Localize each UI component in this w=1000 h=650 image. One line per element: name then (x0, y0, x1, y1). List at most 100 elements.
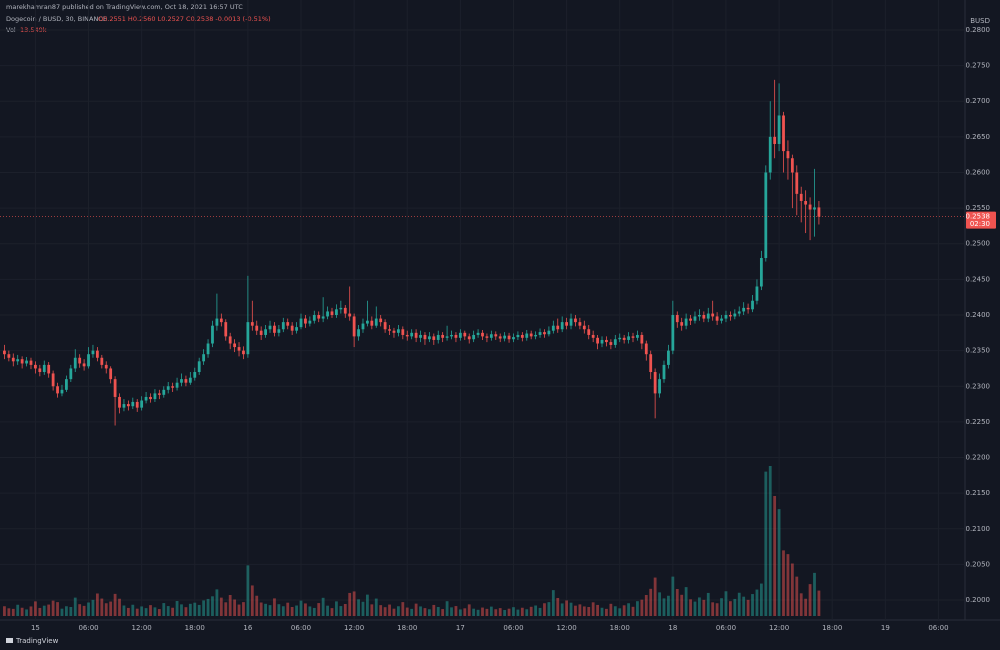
volume-bar (82, 605, 86, 616)
volume-bar (574, 605, 577, 616)
y-tick-label: 0.2100 (966, 525, 991, 533)
candle-body (746, 307, 750, 310)
volume-bar (720, 598, 723, 616)
volume-bar (352, 591, 356, 616)
candle-body (795, 172, 799, 194)
candle-body (737, 311, 741, 314)
candle-body (162, 389, 166, 395)
candle-body (264, 329, 267, 335)
candle-body (627, 336, 630, 340)
x-tick-label: 06:00 (291, 624, 311, 632)
volume-bar (764, 471, 768, 616)
candle-body (366, 320, 369, 324)
candle-body (768, 136, 772, 173)
candle-body (308, 320, 312, 324)
x-tick-label: 19 (881, 624, 890, 632)
candle-body (680, 322, 684, 326)
volume-bar (410, 608, 414, 616)
candle-body (698, 315, 701, 317)
candle-body (78, 357, 82, 364)
volume-bar (609, 603, 613, 616)
volume-bar (335, 601, 338, 616)
candle-body (706, 313, 710, 319)
candle-body (153, 393, 157, 400)
candle-body (135, 401, 139, 408)
volume-bar (702, 599, 706, 616)
candle-body (423, 334, 427, 340)
volume-bar (711, 602, 715, 616)
volume-bar (374, 598, 378, 616)
x-tick-label: 12:00 (769, 624, 789, 632)
candle-body (751, 300, 754, 310)
volume-bar (38, 607, 42, 616)
candle-body (193, 372, 197, 378)
candle-body (658, 379, 661, 394)
volume-bar (47, 604, 51, 616)
candle-body (644, 343, 648, 355)
volume-bar (242, 602, 245, 616)
volume-bar (370, 604, 374, 616)
volume-bar (95, 593, 99, 616)
volume-bar (188, 603, 192, 616)
volume-bar (202, 600, 206, 616)
candle-body (489, 334, 493, 338)
volume-bar (109, 601, 113, 616)
candle-body (551, 325, 555, 331)
candle-body (215, 318, 219, 326)
volume-bar (206, 598, 210, 616)
x-tick-label: 06:00 (928, 624, 948, 632)
candle-body (653, 372, 657, 394)
volume-bar (401, 602, 405, 616)
volume-bar (211, 596, 214, 616)
volume-bar (427, 609, 431, 616)
volume-bar (733, 598, 737, 616)
volume-bar (463, 608, 467, 616)
volume-bar (175, 601, 179, 616)
candle-body (197, 361, 201, 373)
volume-bar (489, 606, 493, 616)
candle-body (321, 316, 325, 319)
volume-bar (795, 576, 799, 616)
candle-body (410, 332, 414, 337)
candle-body (547, 330, 551, 335)
candle-body (20, 359, 24, 364)
volume-bar (813, 572, 816, 616)
volume-bar (432, 604, 436, 616)
candle-body (171, 386, 175, 388)
candle-body (268, 325, 272, 330)
volume-bar (808, 584, 812, 616)
last-price-badge (966, 211, 996, 229)
candle-body (149, 396, 152, 400)
x-tick-label: 17 (456, 624, 465, 632)
volume-bar (534, 605, 538, 616)
countdown: 02:30 (970, 220, 990, 228)
volume-bar (414, 603, 418, 616)
candle-body (507, 335, 511, 340)
candle-body (419, 334, 422, 338)
candle-body (485, 336, 489, 338)
candle-body (51, 373, 55, 387)
candle-body (219, 318, 223, 323)
volume-bar (126, 607, 130, 616)
candle-body (25, 360, 28, 364)
candle-body (95, 350, 99, 358)
candle-body (494, 334, 498, 337)
y-tick-label: 0.2250 (966, 418, 991, 426)
volume-bar (91, 599, 95, 616)
candle-body (574, 318, 577, 323)
volume-bar (693, 601, 697, 616)
candle-body (596, 337, 599, 344)
volume-bar (16, 604, 20, 616)
volume-bar (29, 606, 33, 616)
candle-body (339, 307, 343, 310)
x-tick-label: 06:00 (716, 624, 736, 632)
volume-bar (596, 604, 599, 616)
candle-body (383, 322, 387, 330)
candle-body (605, 339, 608, 343)
x-tick-label: 12:00 (132, 624, 152, 632)
volume-bar (423, 608, 427, 616)
candle-body (711, 313, 715, 317)
y-tick-label: 0.2700 (966, 97, 991, 105)
